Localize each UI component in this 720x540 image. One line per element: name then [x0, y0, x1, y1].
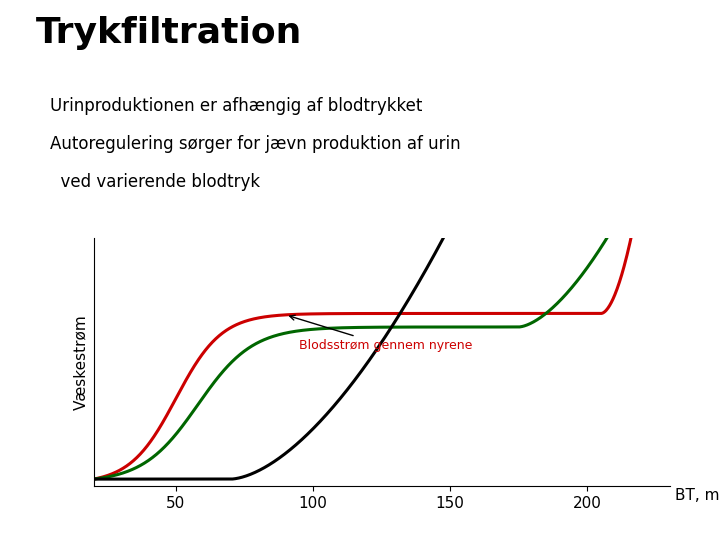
- Text: ved varierende blodtryk: ved varierende blodtryk: [50, 173, 261, 191]
- Text: Trykfiltration: Trykfiltration: [36, 16, 302, 50]
- Text: Urinvolumen: Urinvolumen: [0, 539, 1, 540]
- Text: Blodsstrøm gennem nyrene: Blodsstrøm gennem nyrene: [289, 315, 473, 352]
- Text: Autoregulering sørger for jævn produktion af urin: Autoregulering sørger for jævn produktio…: [50, 135, 461, 153]
- Y-axis label: Væskestrøm: Væskestrøm: [73, 314, 88, 410]
- Text: Urinproduktionen er afhængig af blodtrykket: Urinproduktionen er afhængig af blodtryk…: [50, 97, 423, 115]
- Text: GFR: GFR: [0, 539, 1, 540]
- Text: BT, mmHg: BT, mmHg: [675, 488, 720, 503]
